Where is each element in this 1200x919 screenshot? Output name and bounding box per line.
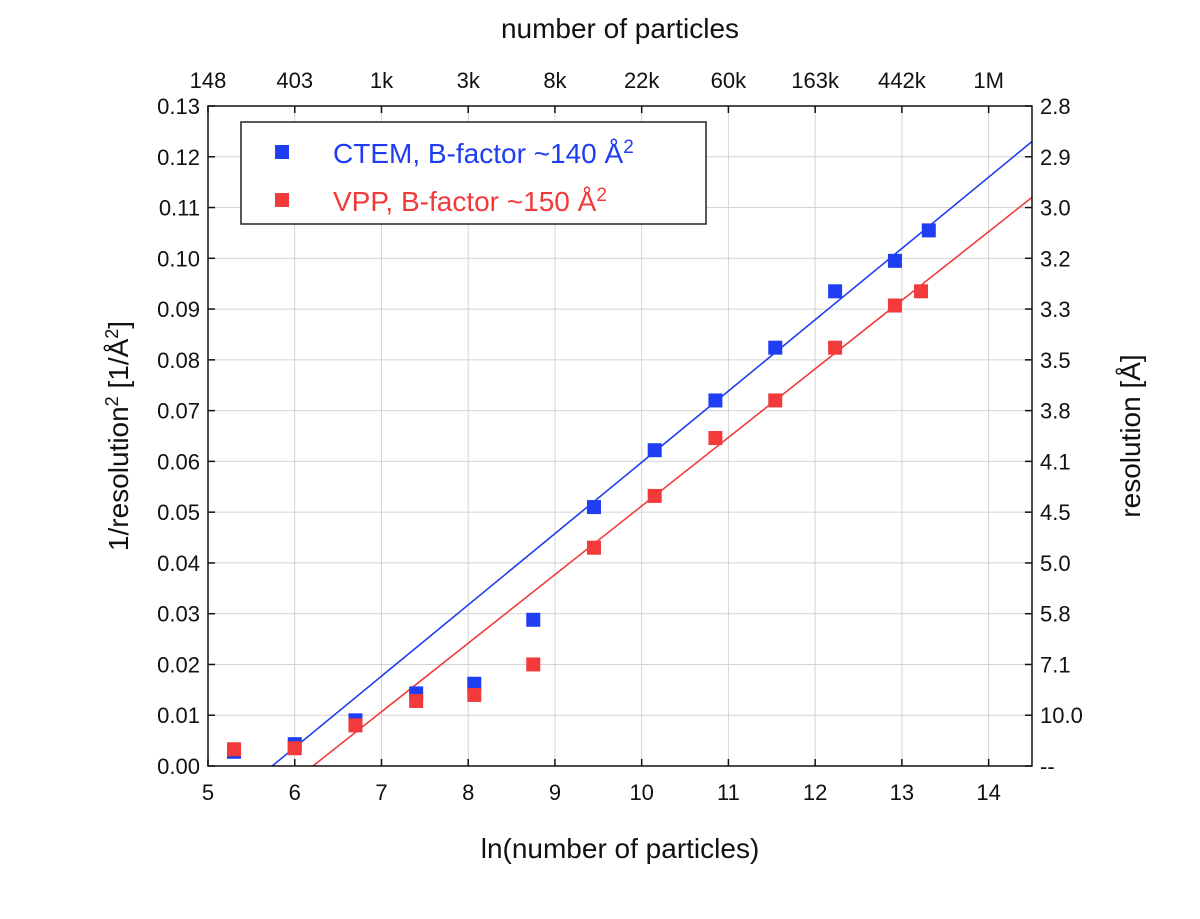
data-point-1 [287, 741, 302, 756]
data-point-0 [708, 393, 723, 408]
right-axis-title: resolution [Å] [1115, 354, 1146, 517]
top-tick-label: 148 [190, 68, 227, 93]
top-tick-label: 60k [711, 68, 747, 93]
y-axis-title-unit: [1/Å [103, 338, 134, 396]
right-tick-label: 4.5 [1040, 500, 1071, 525]
x-tick-label: 13 [890, 780, 914, 805]
y-tick-label: 0.04 [157, 551, 200, 576]
legend: CTEM, B-factor ~140 Å2 VPP, B-factor ~15… [240, 121, 707, 225]
x-tick-label: 12 [803, 780, 827, 805]
legend-label-ctem-text: CTEM, B-factor ~140 Å [333, 138, 624, 169]
y-axis-title-main: 1/resolution [103, 406, 134, 551]
legend-label-vpp-text: VPP, B-factor ~150 Å [333, 186, 597, 217]
y-tick-label: 0.02 [157, 652, 200, 677]
x-tick-label: 14 [976, 780, 1000, 805]
legend-marker-vpp [275, 193, 289, 207]
y-tick-label: 0.09 [157, 297, 200, 322]
top-axis-title: number of particles [501, 13, 739, 44]
x-tick-label: 7 [375, 780, 387, 805]
data-points [227, 223, 936, 759]
top-tick-label: 8k [543, 68, 567, 93]
data-point-1 [526, 657, 541, 672]
legend-box [240, 121, 707, 225]
top-tick-label: 1M [973, 68, 1004, 93]
data-point-0 [586, 500, 601, 515]
right-tick-label: 3.3 [1040, 297, 1071, 322]
x-tick-label: 8 [462, 780, 474, 805]
y-tick-label: 0.08 [157, 348, 200, 373]
top-tick-label: 163k [791, 68, 840, 93]
data-point-0 [647, 443, 662, 458]
data-point-1 [586, 540, 601, 555]
x-axis-title: ln(number of particles) [481, 833, 760, 864]
data-point-1 [467, 687, 482, 702]
tick-labels: 5 6 7 8 9 10 11 12 13 14 148 403 1k 3k 8k 22k 60k 163k 442… [157, 68, 1083, 805]
y-tick-label: 0.12 [157, 145, 200, 170]
right-tick-label: -- [1040, 754, 1055, 779]
y-axis-title: 1/resolution2 [1/Å2] [102, 321, 134, 551]
right-tick-label: 3.0 [1040, 196, 1071, 221]
data-point-0 [768, 340, 783, 355]
x-tick-label: 11 [717, 780, 740, 805]
y-axis-title-sup: 2 [102, 396, 122, 406]
x-tick-label: 10 [629, 780, 653, 805]
top-tick-label: 403 [276, 68, 313, 93]
top-tick-label: 442k [878, 68, 927, 93]
fit-line-1 [312, 196, 1033, 767]
right-tick-label: 2.9 [1040, 145, 1071, 170]
y-axis-title-unit-sup: 2 [102, 329, 122, 339]
y-tick-label: 0.01 [157, 703, 200, 728]
legend-label-ctem: CTEM, B-factor ~140 Å2 [333, 137, 634, 170]
top-tick-label: 1k [370, 68, 394, 93]
y-tick-label: 0.10 [157, 246, 200, 271]
y-tick-label: 0.06 [157, 449, 200, 474]
plot-frame [207, 105, 1033, 767]
right-tick-label: 3.5 [1040, 348, 1071, 373]
data-point-0 [828, 284, 843, 299]
data-point-0 [887, 253, 902, 268]
axis-ticks [207, 105, 1032, 767]
data-point-1 [647, 488, 662, 503]
right-tick-label: 3.2 [1040, 246, 1071, 271]
y-tick-label: 0.07 [157, 399, 200, 424]
legend-label-ctem-sup: 2 [623, 137, 634, 158]
right-tick-label: 7.1 [1040, 652, 1071, 677]
data-point-1 [828, 340, 843, 355]
legend-label-vpp-sup: 2 [596, 185, 607, 206]
right-tick-label: 2.8 [1040, 94, 1071, 119]
data-point-1 [227, 742, 242, 757]
top-tick-label: 22k [624, 68, 660, 93]
y-tick-label: 0.05 [157, 500, 200, 525]
data-point-1 [409, 694, 424, 709]
data-point-1 [768, 393, 783, 408]
y-axis-title-end: ] [103, 321, 134, 329]
right-tick-label: 4.1 [1040, 449, 1071, 474]
data-point-0 [921, 223, 936, 238]
data-point-0 [526, 612, 541, 627]
x-tick-label: 6 [289, 780, 301, 805]
data-point-1 [887, 298, 902, 313]
legend-label-vpp: VPP, B-factor ~150 Å2 [333, 185, 607, 218]
data-point-1 [348, 718, 363, 733]
y-tick-label: 0.13 [157, 94, 200, 119]
right-tick-label: 10.0 [1040, 703, 1083, 728]
x-tick-label: 5 [202, 780, 214, 805]
data-point-1 [913, 284, 928, 299]
y-tick-label: 0.00 [157, 754, 200, 779]
legend-marker-ctem [275, 145, 289, 159]
top-tick-label: 3k [457, 68, 481, 93]
y-tick-label: 0.11 [159, 196, 200, 221]
data-point-0 [467, 676, 482, 691]
right-tick-label: 5.0 [1040, 551, 1071, 576]
right-tick-label: 5.8 [1040, 602, 1071, 627]
y-tick-label: 0.03 [157, 602, 200, 627]
right-tick-label: 3.8 [1040, 399, 1071, 424]
x-tick-label: 9 [549, 780, 561, 805]
data-point-1 [708, 431, 723, 446]
